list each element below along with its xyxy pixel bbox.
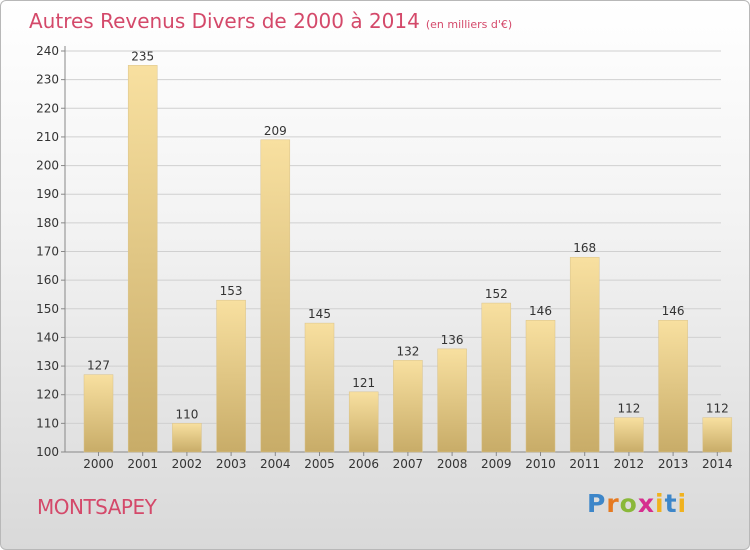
y-tick-label: 160: [36, 273, 59, 287]
y-tick-label: 120: [36, 388, 59, 402]
x-tick-label: 2008: [437, 457, 468, 471]
y-tick-label: 200: [36, 159, 59, 173]
y-tick-label: 180: [36, 216, 59, 230]
x-tick-label: 2007: [393, 457, 424, 471]
x-tick-label: 2002: [172, 457, 203, 471]
y-tick-label: 110: [36, 416, 59, 430]
data-label-2000: 127: [87, 359, 110, 373]
y-tick-label: 150: [36, 302, 59, 316]
data-label-2014: 112: [706, 402, 729, 416]
y-tick-label: 130: [36, 359, 59, 373]
bar-2006: [348, 391, 379, 453]
bar-2011: [569, 256, 600, 453]
bar-2012: [614, 417, 644, 453]
chart-title-text: Autres Revenus Divers de 2000 à 2014: [29, 9, 420, 33]
bar-2009: [481, 302, 512, 453]
data-label-2001: 235: [131, 49, 154, 63]
y-tick-label: 170: [36, 245, 59, 259]
data-label-2003: 153: [220, 284, 243, 298]
bar-2010: [525, 319, 556, 453]
x-tick-label: 2003: [216, 457, 247, 471]
data-label-2012: 112: [617, 402, 640, 416]
x-tick-label: 2000: [83, 457, 114, 471]
bar-2005: [304, 322, 335, 453]
x-tick-label: 2010: [525, 457, 556, 471]
y-tick-label: 140: [36, 330, 59, 344]
x-tick-label: 2014: [702, 457, 733, 471]
chart-title: Autres Revenus Divers de 2000 à 2014 (en …: [29, 9, 512, 33]
bar-2000: [83, 374, 114, 453]
bar-2002: [172, 423, 202, 453]
place-name: MONTSAPEY: [37, 495, 157, 519]
x-tick-label: 2012: [614, 457, 645, 471]
x-tick-label: 2013: [658, 457, 689, 471]
data-label-2008: 136: [441, 333, 464, 347]
data-label-2005: 145: [308, 307, 331, 321]
x-tick-label: 2009: [481, 457, 512, 471]
proxiti-logo: Proxiti: [587, 489, 688, 518]
data-label-2010: 146: [529, 304, 552, 318]
data-label-2006: 121: [352, 376, 375, 390]
data-label-2002: 110: [175, 407, 198, 421]
data-label-2013: 146: [662, 304, 685, 318]
bar-2003: [216, 299, 246, 453]
data-label-2009: 152: [485, 287, 508, 301]
y-tick-label: 230: [36, 73, 59, 87]
y-tick-label: 220: [36, 101, 59, 115]
bar-2001: [127, 65, 158, 453]
chart-title-unit: (en milliers d'€): [425, 18, 513, 31]
data-label-2004: 209: [264, 124, 287, 138]
bar-2014: [702, 417, 733, 453]
bar-2007: [393, 360, 423, 453]
bar-2008: [437, 348, 467, 453]
y-tick-label: 100: [36, 445, 59, 459]
y-tick-label: 240: [36, 44, 59, 58]
data-label-2011: 168: [573, 241, 596, 255]
x-tick-label: 2001: [127, 457, 158, 471]
x-tick-label: 2006: [348, 457, 379, 471]
bar-2004: [260, 139, 291, 453]
x-tick-label: 2004: [260, 457, 291, 471]
x-tick-label: 2011: [569, 457, 600, 471]
bar-2013: [658, 319, 688, 453]
data-label-2007: 132: [396, 344, 419, 358]
x-tick-label: 2005: [304, 457, 335, 471]
y-tick-label: 190: [36, 187, 59, 201]
y-tick-label: 210: [36, 130, 59, 144]
